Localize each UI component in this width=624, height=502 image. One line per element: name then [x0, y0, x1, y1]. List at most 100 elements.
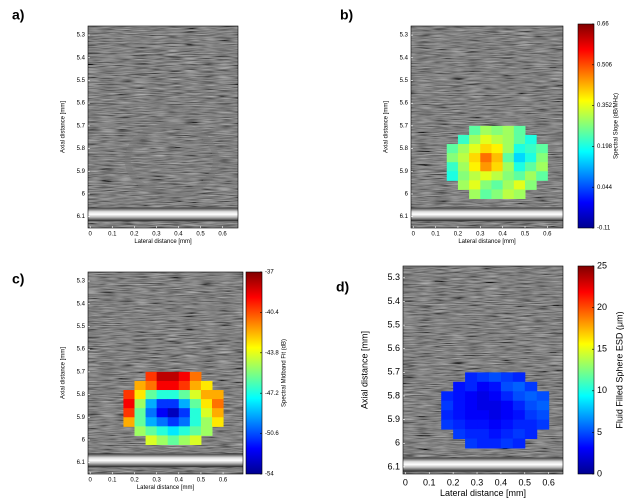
colorbar-label: Spectral Midband Fit (dB): [282, 339, 288, 407]
x-tick-label: 0.1: [431, 232, 440, 238]
heat-cell: [156, 371, 169, 382]
heat-cell: [477, 438, 490, 449]
heat-cell: [512, 410, 526, 421]
heat-cell: [502, 189, 515, 199]
y-tick-label: 5.4: [400, 55, 409, 61]
heat-cell: [167, 435, 180, 445]
x-tick-label: 0: [403, 477, 408, 487]
heat-cell: [441, 419, 454, 430]
y-tick-label: 5.7: [77, 123, 86, 129]
heat-cell: [469, 162, 481, 172]
y-tick-label: 5.6: [77, 101, 86, 107]
heat-cell: [156, 417, 169, 427]
heat-cell: [189, 390, 202, 400]
colorbar-tick-label: -50.6: [265, 431, 279, 437]
x-axis-label: Lateral distance [mm]: [134, 239, 192, 245]
y-tick-label: 5.5: [77, 78, 86, 84]
heat-cell: [488, 381, 502, 392]
axes-frame: [87, 25, 239, 229]
heat-cell: [502, 162, 515, 172]
sphere-outline: [124, 122, 219, 197]
heat-cell: [441, 400, 454, 411]
heat-cell: [123, 390, 135, 400]
heat-cell: [465, 429, 478, 440]
x-tick-label: 0.4: [174, 232, 183, 238]
heat-cell: [200, 390, 213, 400]
y-tick-label: 5.9: [400, 169, 409, 175]
heat-cell: [469, 171, 481, 181]
x-tick-label: 0.1: [423, 477, 436, 487]
heat-cell: [488, 438, 502, 449]
heat-cell: [477, 400, 490, 411]
heat-cell: [480, 144, 492, 154]
heat-cell: [512, 419, 526, 430]
heat-cell: [524, 381, 538, 392]
heat-cell: [453, 419, 466, 430]
x-tick-label: 0: [412, 232, 416, 238]
heat-cell: [212, 408, 224, 418]
heat-cell: [469, 125, 481, 136]
colorbar-tick-label: 0.506: [597, 62, 613, 68]
heat-cell: [525, 144, 537, 154]
colorbar-tick-label: -54: [265, 472, 274, 478]
heat-cell: [457, 171, 470, 181]
heat-cell: [178, 417, 191, 427]
heat-cell: [457, 153, 470, 163]
colorbar-tick-label: -37: [265, 270, 274, 276]
y-tick-label: 6: [82, 192, 86, 198]
y-tick-label: 5.8: [77, 146, 86, 152]
y-tick-label: 5.5: [77, 324, 86, 330]
y-tick-label: 5.6: [77, 347, 86, 353]
x-tick-label: 0: [89, 232, 93, 238]
colorbar-tick-label: 5: [597, 427, 602, 437]
heat-cell: [477, 391, 490, 402]
y-tick-label: 5.9: [77, 415, 86, 421]
x-tick-label: 0.3: [152, 232, 161, 238]
heat-cell: [178, 399, 191, 409]
y-tick-label: 5.3: [77, 33, 86, 39]
heat-cell: [453, 400, 466, 411]
y-tick-label: 6.1: [77, 460, 86, 466]
heat-cell: [446, 162, 459, 172]
colorbar: [577, 265, 595, 475]
heat-cell: [134, 399, 147, 409]
heat-cell: [491, 153, 504, 163]
heat-cell: [480, 134, 492, 145]
heat-cell: [134, 408, 147, 418]
axes-frame: [410, 25, 564, 229]
heat-cell: [212, 399, 224, 409]
y-axis-label: Axial distance [mm]: [360, 331, 370, 409]
heat-cell: [524, 429, 538, 440]
x-tick-label: 0.1: [108, 232, 117, 238]
heat-cell: [512, 429, 526, 440]
heat-cell: [189, 417, 202, 427]
heat-cell: [156, 380, 169, 391]
wall-reflection: [411, 207, 563, 222]
heat-cell: [178, 371, 191, 382]
y-tick-label: 5.9: [387, 414, 400, 424]
panel-label: c): [12, 271, 24, 287]
heat-cell: [457, 162, 470, 172]
x-tick-label: 0.3: [471, 477, 484, 487]
heat-cell: [145, 408, 158, 418]
heat-cell: [446, 144, 459, 154]
y-tick-label: 6.1: [77, 214, 86, 220]
colorbar-tick-label: 0: [597, 468, 602, 478]
heat-cell: [441, 410, 454, 421]
x-tick-label: 0.6: [542, 477, 555, 487]
heat-cell: [446, 153, 459, 163]
heat-cell: [134, 380, 147, 391]
y-tick-label: 5.4: [387, 296, 400, 306]
heat-cell: [134, 426, 147, 436]
y-tick-label: 5.7: [387, 367, 400, 377]
heat-cell: [512, 438, 526, 449]
heat-cell: [488, 372, 502, 383]
heat-cell: [453, 410, 466, 421]
y-tick-label: 5.4: [77, 55, 86, 61]
x-tick-label: 0.3: [476, 232, 485, 238]
heat-cell: [500, 410, 514, 421]
x-tick-label: 0.6: [543, 232, 552, 238]
x-tick-label: 0.5: [519, 477, 532, 487]
y-tick-label: 5.6: [400, 101, 409, 107]
